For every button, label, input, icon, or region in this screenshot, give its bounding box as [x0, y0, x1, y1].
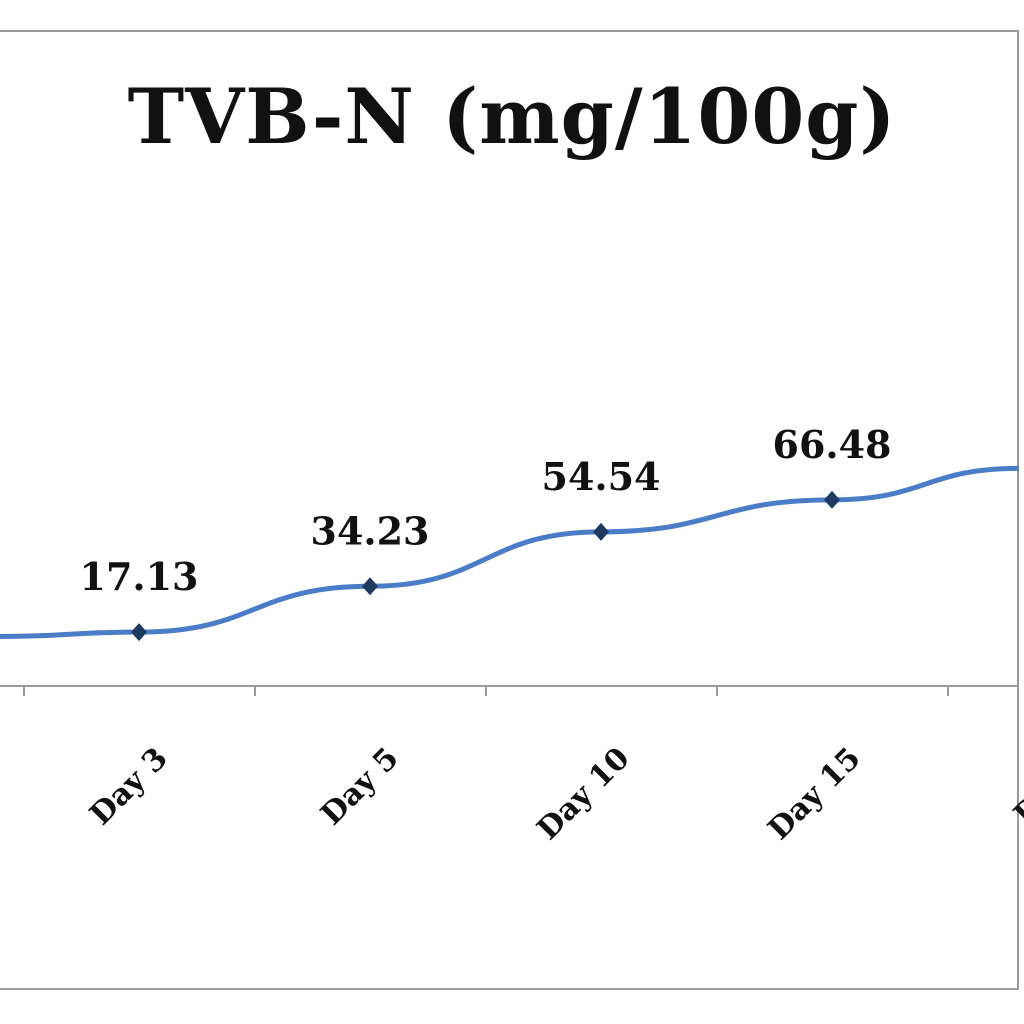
- data-label: 54.54: [542, 454, 661, 499]
- data-point-marker: [362, 577, 378, 596]
- data-label: 17.13: [80, 554, 199, 599]
- x-tick-label: Day 15: [762, 741, 868, 847]
- x-tick-label: Day 2: [1007, 741, 1024, 832]
- chart-frame: [0, 30, 1019, 990]
- series-line: [0, 465, 1020, 639]
- data-label: 34.23: [311, 508, 430, 553]
- data-point-marker: [593, 522, 609, 541]
- x-tick-label: Day 5: [314, 741, 405, 832]
- x-tick-labels: Day 3 Day 5 Day 10 Day 15 Day 2: [83, 741, 1024, 847]
- x-tick-label: Day 10: [531, 741, 637, 847]
- series-layer: [0, 465, 1020, 642]
- data-point-marker: [131, 623, 147, 642]
- data-label: 66.48: [773, 422, 892, 467]
- data-point-marker: [824, 490, 840, 509]
- chart-title: TVB-N (mg/100g): [127, 72, 897, 161]
- x-axis: [0, 685, 1019, 696]
- x-tick-label: Day 3: [83, 741, 174, 832]
